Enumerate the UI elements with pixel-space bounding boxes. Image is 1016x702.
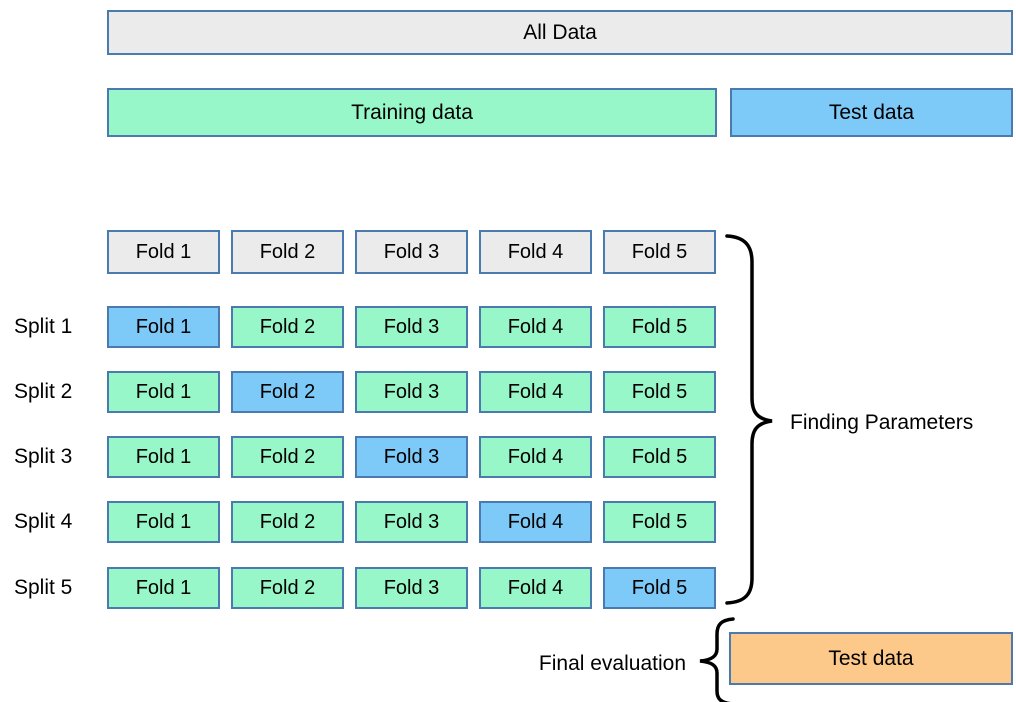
fold-cell-train: Fold 2 (231, 306, 344, 348)
fold-cell-train: Fold 5 (603, 436, 716, 478)
fold-cell-label: Fold 5 (631, 381, 688, 403)
test-data-label: Test data (828, 101, 915, 124)
fold-cell-label: Fold 2 (259, 577, 316, 599)
fold-cell-label: Fold 3 (383, 381, 440, 403)
split-3-label: Split 3 (14, 445, 73, 468)
split-4-label: Split 4 (14, 510, 73, 533)
fold-cell-test: Fold 2 (231, 371, 344, 413)
fold-cell-label: Fold 4 (507, 446, 564, 468)
final-evaluation-label: Final evaluation (538, 652, 686, 675)
fold-cell-label: Fold 4 (507, 316, 564, 338)
fold-header-label: Fold 5 (631, 241, 688, 263)
fold-cell-train: Fold 5 (603, 371, 716, 413)
fold-cell-label: Fold 1 (135, 316, 192, 338)
fold-header-label: Fold 4 (507, 241, 564, 263)
fold-cell-test: Fold 4 (479, 501, 592, 543)
fold-header-cell: Fold 3 (355, 230, 468, 274)
fold-cell-test: Fold 1 (107, 306, 220, 348)
fold-cell-train: Fold 1 (107, 501, 220, 543)
fold-cell-label: Fold 2 (259, 446, 316, 468)
fold-header-row: Fold 1 Fold 2 Fold 3 Fold 4 Fold 5 (107, 230, 716, 274)
fold-cell-train: Fold 2 (231, 436, 344, 478)
fold-header-cell: Fold 5 (603, 230, 716, 274)
fold-cell-label: Fold 4 (507, 381, 564, 403)
fold-cell-label: Fold 1 (135, 577, 192, 599)
split-3-row: Fold 1 Fold 2 Fold 3 Fold 4 Fold 5 (107, 436, 716, 478)
fold-cell-train: Fold 3 (355, 501, 468, 543)
fold-cell-train: Fold 5 (603, 501, 716, 543)
fold-cell-train: Fold 3 (355, 306, 468, 348)
fold-cell-train: Fold 2 (231, 567, 344, 609)
fold-cell-label: Fold 5 (631, 316, 688, 338)
fold-cell-label: Fold 3 (383, 511, 440, 533)
fold-cell-label: Fold 5 (631, 446, 688, 468)
fold-cell-label: Fold 3 (383, 446, 440, 468)
fold-header-cell: Fold 1 (107, 230, 220, 274)
fold-header-label: Fold 3 (383, 241, 440, 263)
split-5-row: Fold 1 Fold 2 Fold 3 Fold 4 Fold 5 (107, 567, 716, 609)
fold-cell-label: Fold 1 (135, 446, 192, 468)
split-1-row: Fold 1 Fold 2 Fold 3 Fold 4 Fold 5 (107, 306, 716, 348)
fold-cell-label: Fold 1 (135, 381, 192, 403)
split-2-row: Fold 1 Fold 2 Fold 3 Fold 4 Fold 5 (107, 371, 716, 413)
fold-cell-train: Fold 1 (107, 371, 220, 413)
fold-cell-label: Fold 2 (259, 381, 316, 403)
fold-cell-label: Fold 2 (259, 316, 316, 338)
finding-parameters-label: Finding Parameters (790, 411, 974, 434)
all-data-label: All Data (523, 21, 597, 44)
fold-cell-label: Fold 1 (135, 511, 192, 533)
fold-cell-train: Fold 1 (107, 436, 220, 478)
fold-cell-label: Fold 4 (507, 577, 564, 599)
fold-cell-label: Fold 4 (507, 511, 564, 533)
split-1-label: Split 1 (14, 315, 73, 338)
finding-parameters-brace-icon (725, 234, 773, 605)
fold-header-cell: Fold 2 (231, 230, 344, 274)
fold-cell-train: Fold 3 (355, 567, 468, 609)
fold-cell-train: Fold 4 (479, 371, 592, 413)
fold-cell-test: Fold 3 (355, 436, 468, 478)
fold-header-label: Fold 2 (259, 241, 316, 263)
fold-cell-train: Fold 5 (603, 306, 716, 348)
fold-cell-label: Fold 5 (631, 577, 688, 599)
fold-cell-label: Fold 5 (631, 511, 688, 533)
fold-cell-train: Fold 1 (107, 567, 220, 609)
fold-cell-train: Fold 4 (479, 567, 592, 609)
fold-cell-label: Fold 3 (383, 577, 440, 599)
test-data-bar: Test data (730, 88, 1013, 137)
fold-header-cell: Fold 4 (479, 230, 592, 274)
training-data-bar: Training data (107, 88, 717, 137)
fold-cell-train: Fold 2 (231, 501, 344, 543)
split-4-row: Fold 1 Fold 2 Fold 3 Fold 4 Fold 5 (107, 501, 716, 543)
fold-cell-label: Fold 2 (259, 511, 316, 533)
split-2-label: Split 2 (14, 380, 73, 403)
final-test-data-box: Test data (729, 632, 1013, 685)
fold-header-label: Fold 1 (135, 241, 192, 263)
all-data-bar: All Data (107, 10, 1013, 55)
training-data-label: Training data (351, 101, 473, 124)
fold-cell-train: Fold 4 (479, 306, 592, 348)
fold-cell-train: Fold 3 (355, 371, 468, 413)
fold-cell-label: Fold 3 (383, 316, 440, 338)
fold-cell-test: Fold 5 (603, 567, 716, 609)
final-test-data-label: Test data (828, 647, 914, 670)
split-5-label: Split 5 (14, 576, 73, 599)
fold-cell-train: Fold 4 (479, 436, 592, 478)
